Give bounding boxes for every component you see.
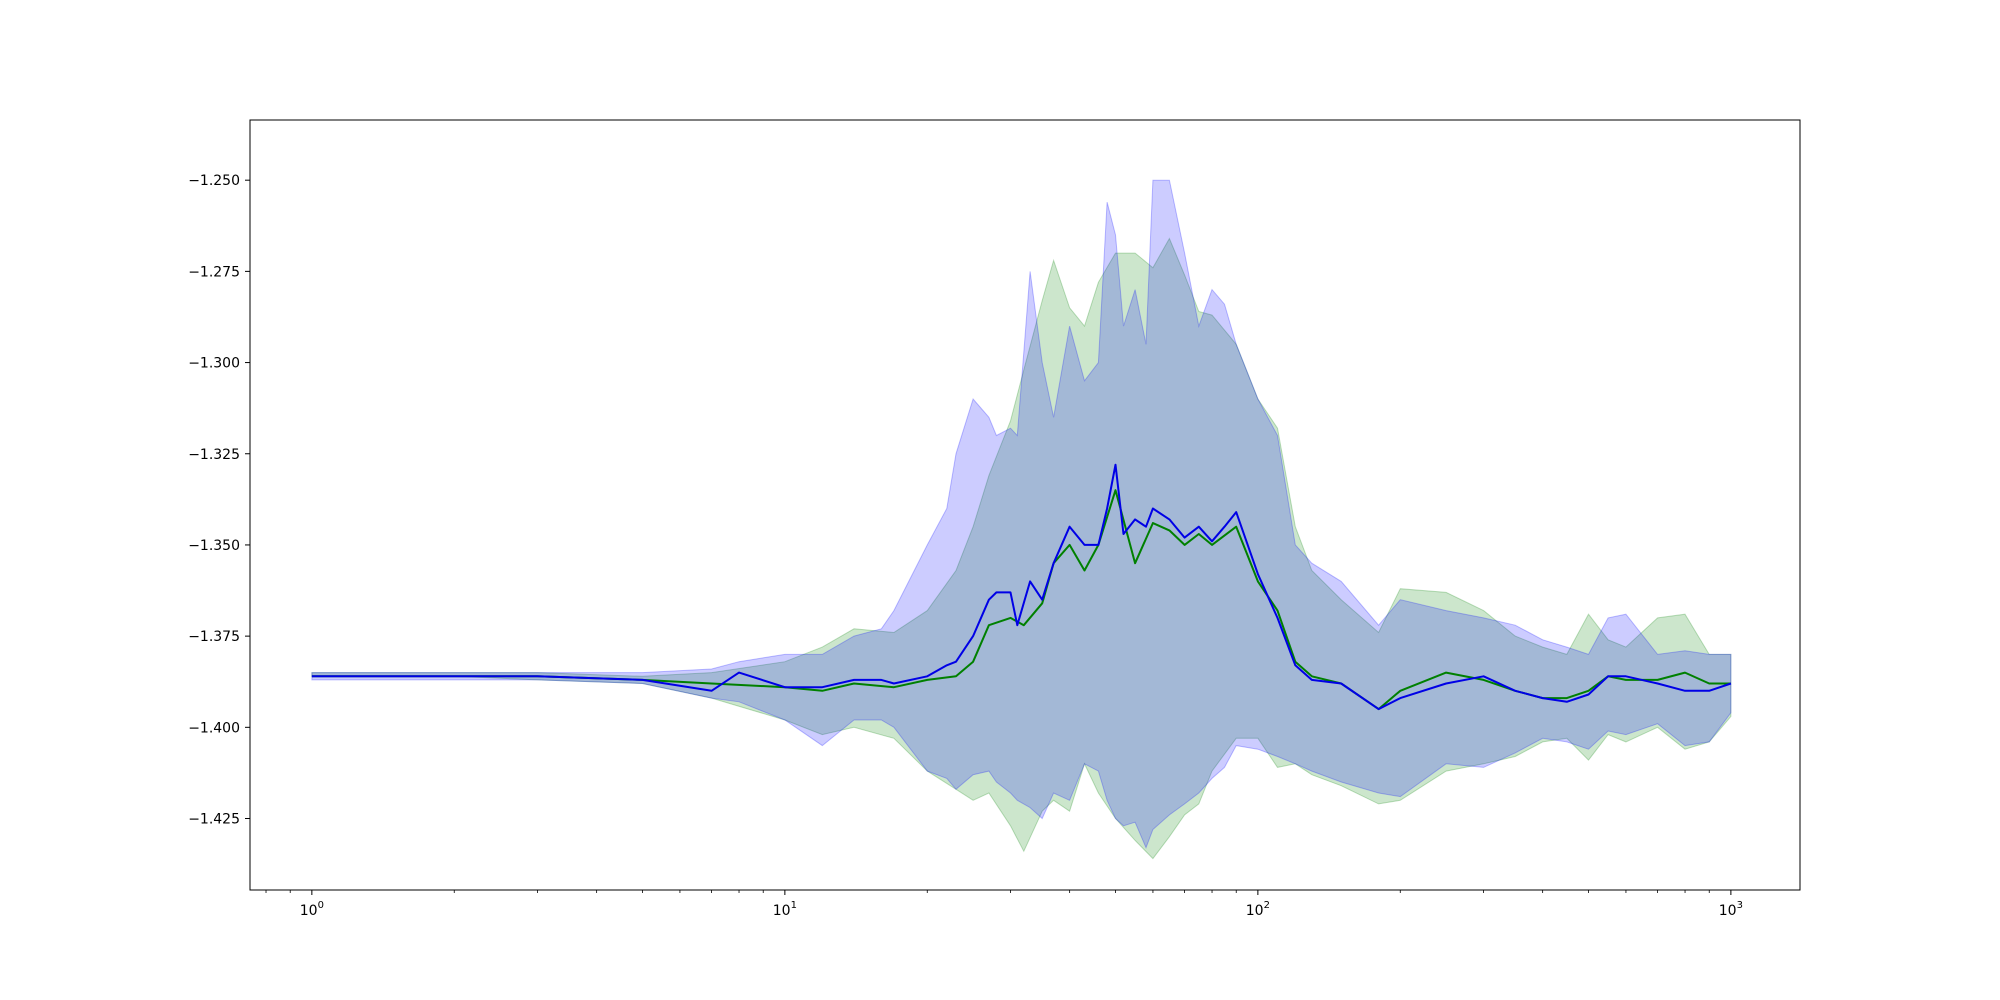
y-tick-label: −1.425: [188, 812, 240, 828]
y-tick-label: −1.300: [188, 356, 240, 372]
y-axis: −1.250 −1.275 −1.300 −1.325 −1.350 −1.375 −1.4…: [188, 173, 250, 828]
x-axis: 100 101 102 103: [265, 890, 1743, 919]
y-tick-label: −1.400: [188, 720, 240, 736]
x-tick-label: 102: [1246, 900, 1270, 919]
series-1-line: [311, 489, 1731, 711]
series-1-band: [311, 237, 1732, 860]
y-tick-label: −1.325: [188, 447, 240, 463]
y-tick-label: −1.375: [188, 629, 240, 645]
x-tick-label: 103: [1719, 900, 1743, 919]
plot-area-frame: [249, 119, 1801, 891]
series-2-line: [311, 463, 1732, 711]
y-tick-label: −1.250: [188, 173, 240, 189]
series-lines: [311, 463, 1732, 711]
x-tick-label: 100: [300, 900, 324, 919]
y-tick-label: −1.275: [188, 264, 240, 280]
x-tick-label: 101: [773, 900, 797, 919]
y-tick-label: −1.350: [188, 538, 240, 554]
